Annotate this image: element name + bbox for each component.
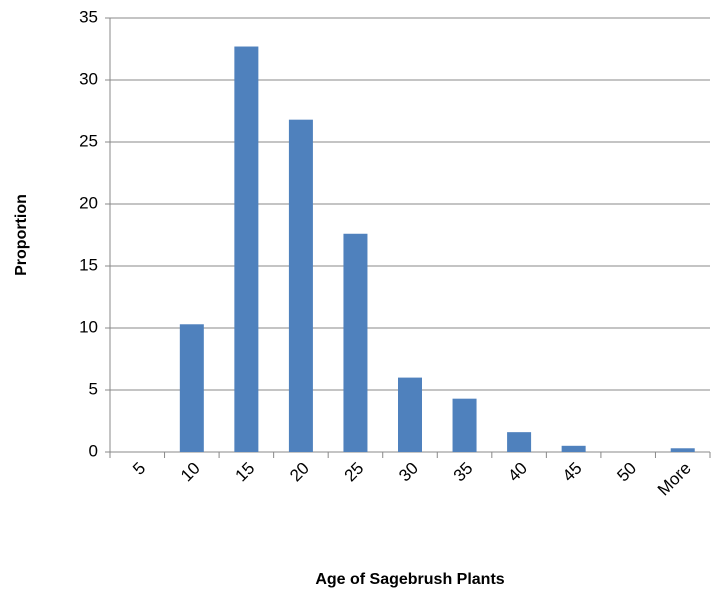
x-tick-label: 15	[232, 459, 259, 486]
bar	[561, 445, 586, 452]
y-tick-label: 10	[79, 317, 98, 336]
x-tick-label: 25	[341, 459, 368, 486]
x-tick-label: 40	[504, 459, 531, 486]
bar	[179, 324, 204, 452]
y-tick-label: 25	[79, 131, 98, 150]
y-tick-label: 5	[89, 379, 98, 398]
y-tick-label: 30	[79, 69, 98, 88]
y-tick-label: 0	[89, 441, 98, 460]
bar	[234, 46, 259, 453]
bar	[343, 233, 368, 452]
x-tick-label: More	[654, 459, 695, 500]
x-tick-label: 50	[613, 459, 640, 486]
bar	[507, 432, 532, 452]
y-axis-title: Proportion	[13, 194, 30, 276]
y-tick-label: 15	[79, 255, 98, 274]
bar	[398, 377, 422, 452]
y-tick-label: 20	[79, 193, 98, 212]
x-tick-label: 35	[450, 459, 477, 486]
y-tick-label: 35	[79, 7, 98, 26]
x-axis-title: Age of Sagebrush Plants	[315, 571, 504, 588]
x-tick-label: 30	[395, 459, 422, 486]
bar	[452, 398, 477, 452]
x-tick-label: 10	[177, 459, 204, 486]
x-tick-label: 20	[286, 459, 313, 486]
x-tick-label: 45	[559, 459, 586, 486]
x-tick-label: 5	[129, 459, 149, 479]
bar	[288, 119, 313, 453]
bar	[670, 448, 695, 452]
